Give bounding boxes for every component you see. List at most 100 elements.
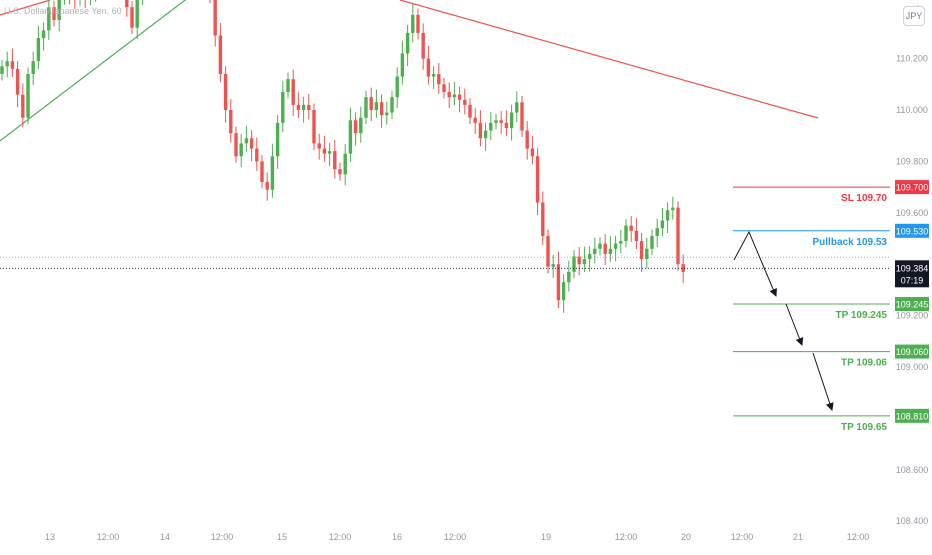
candle <box>535 148 540 216</box>
candle <box>655 218 659 247</box>
candle <box>634 218 639 250</box>
candle-body <box>463 99 467 105</box>
candle-body <box>478 122 483 139</box>
candle-body <box>452 94 457 98</box>
level-label: Pullback 109.53 <box>813 237 888 248</box>
candle <box>291 69 295 116</box>
x-tick-label: 12:00 <box>97 532 120 542</box>
candle <box>265 172 269 201</box>
candle-body <box>541 202 545 236</box>
candle <box>130 0 134 35</box>
candle <box>5 51 9 78</box>
candle <box>676 201 680 271</box>
candle <box>317 133 321 160</box>
x-tick-label: 12:00 <box>615 532 638 542</box>
candle-body <box>634 230 639 242</box>
y-tick-label: 108.400 <box>896 516 929 526</box>
trendlines <box>0 0 819 142</box>
candle <box>556 251 561 309</box>
candle-body <box>281 92 285 123</box>
candle <box>546 229 550 274</box>
candle <box>473 108 477 134</box>
candle-body <box>385 112 389 116</box>
candle-body <box>603 243 607 254</box>
candle-body <box>645 248 649 260</box>
candle <box>36 25 41 70</box>
candle <box>0 59 4 81</box>
candle-body <box>431 74 436 77</box>
price-tags: 109.700 109.530 109.245 109.060 108.810 109.3… <box>895 180 929 423</box>
projection-arrow-2 <box>785 303 804 346</box>
candle <box>234 126 238 163</box>
candle-body <box>52 7 56 21</box>
candle-body <box>515 102 519 113</box>
candle <box>639 233 644 272</box>
x-tick-label: 13 <box>45 532 55 542</box>
level-label: TP 109.65 <box>841 422 887 433</box>
candle <box>577 246 581 276</box>
candle-body <box>660 220 665 229</box>
candle-body <box>296 104 301 110</box>
level-label: SL 109.70 <box>841 193 887 204</box>
level-price-tag-text: 109.700 <box>896 183 929 193</box>
candle-body <box>655 228 659 236</box>
candle <box>619 230 623 254</box>
candle <box>541 191 545 246</box>
candle-body <box>426 58 431 77</box>
current-price-countdown: 07:19 <box>901 275 924 285</box>
y-tick-label: 110.200 <box>896 54 928 64</box>
candle-body <box>671 207 675 211</box>
candle-body <box>613 243 618 249</box>
candle-body <box>437 74 441 85</box>
candle-body <box>468 104 472 118</box>
y-tick-label: 109.200 <box>896 311 929 321</box>
candle <box>47 0 51 40</box>
candle <box>400 40 405 85</box>
candle <box>239 133 243 168</box>
candle <box>244 125 249 152</box>
projection-arrow-1 <box>733 230 777 297</box>
candle <box>598 237 602 256</box>
candle <box>437 62 441 94</box>
candle-body <box>213 0 217 36</box>
candle-body <box>353 120 358 134</box>
candle <box>395 67 399 109</box>
candle-body <box>130 7 134 28</box>
candle-body <box>577 256 581 265</box>
candle-body <box>275 122 280 157</box>
level-price-tag <box>895 297 929 312</box>
candle <box>141 0 143 5</box>
candle <box>52 0 56 27</box>
candle <box>15 60 20 108</box>
candle-body <box>567 271 571 283</box>
candle <box>301 96 306 123</box>
candle <box>296 92 301 118</box>
level-label: TP 109.06 <box>841 358 887 369</box>
candle-body <box>229 110 233 134</box>
projection-arrow-3 <box>812 352 834 411</box>
candle <box>359 106 363 143</box>
candle-body <box>624 225 628 242</box>
candle-body <box>317 143 321 149</box>
candle <box>135 0 139 39</box>
currency-button[interactable]: JPY <box>903 6 925 26</box>
candle <box>260 154 264 189</box>
candle-body <box>234 133 238 157</box>
candle-body <box>307 104 311 110</box>
candle-body <box>411 14 415 33</box>
candle <box>95 0 97 2</box>
x-tick-label: 12:00 <box>444 532 467 542</box>
candle-body <box>629 225 633 231</box>
candle <box>499 110 503 134</box>
candle <box>57 0 61 32</box>
candle <box>416 8 420 40</box>
candle-body <box>442 84 446 93</box>
candle-body <box>359 117 363 134</box>
candle-body <box>483 130 488 139</box>
level-price-tag-text: 109.060 <box>896 347 929 357</box>
candle-body <box>26 74 30 118</box>
level-price-tag <box>895 180 929 195</box>
x-tick-label: 20 <box>681 532 691 542</box>
